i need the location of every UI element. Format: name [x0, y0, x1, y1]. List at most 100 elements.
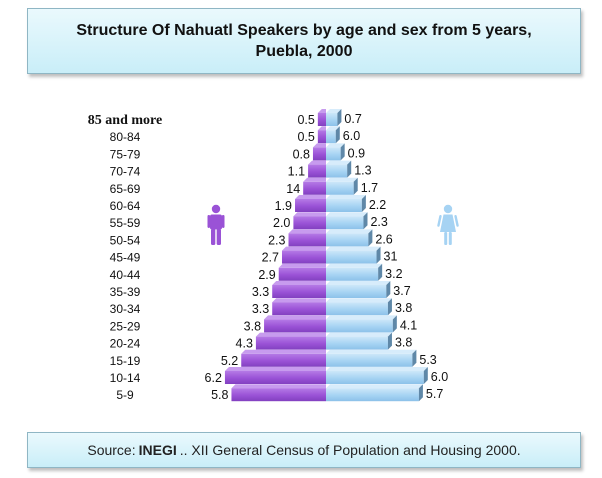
age-group-label: 55-59 — [110, 216, 141, 230]
female-value-label: 4.1 — [400, 318, 417, 332]
female-bar-top — [326, 367, 428, 371]
male-bar — [288, 233, 326, 247]
population-pyramid-chart: 85 and more 0.5 0.7 80-84 0.5 6.0 75-79 0.8 0.9 7… — [88, 109, 459, 402]
age-group-label: 35-39 — [110, 285, 141, 299]
age-group-label: 50-54 — [110, 233, 141, 247]
female-bar — [326, 130, 336, 144]
female-value-label: 3.8 — [395, 336, 412, 350]
female-bar — [326, 199, 362, 212]
female-bar-side — [423, 367, 428, 384]
female-value-label: 6.0 — [431, 370, 448, 384]
female-bar-side — [376, 246, 381, 264]
title-box: Structure Of Nahuatl Speakers by age and… — [27, 8, 581, 74]
female-bar — [326, 388, 419, 402]
male-value-label: 1.9 — [275, 199, 292, 213]
female-value-label: 0.7 — [344, 112, 361, 126]
age-group-label: 40-44 — [110, 268, 141, 282]
age-group-label: 85 and more — [88, 113, 162, 128]
source-org: INEGI — [138, 442, 177, 458]
female-person-icon — [437, 204, 459, 245]
male-bar-top — [312, 143, 326, 148]
chart-title: Structure Of Nahuatl Speakers by age and… — [76, 22, 532, 60]
male-bar-top — [293, 212, 326, 217]
female-bar-top — [326, 126, 340, 131]
female-bar-side — [418, 384, 423, 402]
age-group-label: 20-24 — [110, 337, 141, 351]
female-bar — [326, 267, 379, 281]
male-value-label: 2.3 — [268, 233, 285, 247]
female-bar-top — [326, 212, 368, 217]
age-group-label: 60-64 — [110, 199, 141, 213]
male-bar-top — [295, 195, 326, 199]
male-bar-top — [303, 177, 326, 182]
female-bar-top — [326, 109, 342, 113]
female-bar-side — [337, 109, 342, 126]
female-bar — [326, 371, 424, 384]
female-bar — [326, 233, 369, 247]
age-group-label: 10-14 — [110, 371, 141, 385]
male-bar-top — [241, 349, 326, 354]
male-bar — [241, 353, 326, 367]
female-bar-top — [326, 281, 391, 285]
male-value-label: 4.3 — [236, 337, 253, 351]
female-bar — [326, 147, 341, 161]
male-value-label: 2.9 — [258, 268, 275, 282]
male-bar — [278, 267, 326, 281]
female-value-label: 3.2 — [385, 267, 402, 281]
female-bar-side — [378, 263, 383, 281]
female-value-label: 3.7 — [393, 284, 410, 298]
female-bar-side — [363, 212, 368, 230]
male-bar-top — [272, 281, 326, 285]
male-bar — [317, 113, 326, 126]
female-bar — [326, 353, 413, 367]
female-value-label: 2.2 — [369, 198, 386, 212]
female-bar-top — [326, 160, 352, 165]
female-value-label: 6.0 — [343, 129, 360, 143]
age-group-label: 5-9 — [116, 388, 134, 402]
female-bar-side — [392, 315, 397, 333]
male-bar — [308, 164, 326, 178]
female-value-label: 1.3 — [354, 164, 371, 178]
age-group-label: 80-84 — [110, 130, 141, 144]
female-bar — [326, 319, 393, 333]
male-person-icon — [207, 204, 225, 245]
female-bar-side — [347, 160, 352, 178]
female-bar — [326, 285, 387, 298]
female-bar-side — [335, 126, 340, 144]
male-bar-top — [278, 263, 326, 268]
female-bar-side — [368, 229, 373, 247]
source-prefix: Source: — [87, 442, 136, 458]
female-bar-top — [326, 177, 358, 182]
age-group-label: 65-69 — [110, 182, 141, 196]
female-bar-top — [326, 229, 373, 234]
male-value-label: 3.8 — [244, 319, 261, 333]
male-bar — [255, 336, 326, 350]
male-bar-top — [317, 126, 326, 131]
female-bar-top — [326, 315, 397, 320]
male-value-label: 3.3 — [252, 285, 269, 299]
female-bar — [326, 336, 388, 350]
female-bar — [326, 302, 388, 316]
male-bar — [293, 216, 326, 230]
male-bar — [295, 199, 326, 212]
male-bar-top — [281, 246, 326, 251]
male-bar — [264, 319, 326, 333]
male-bar — [231, 388, 326, 402]
male-bar — [312, 147, 326, 161]
male-bar — [224, 371, 326, 384]
male-value-label: 2.7 — [262, 251, 279, 265]
age-group-label: 75-79 — [110, 147, 141, 161]
female-bar — [326, 164, 348, 178]
female-bar-side — [387, 298, 392, 316]
male-bar-top — [264, 315, 326, 320]
age-group-label: 25-29 — [110, 319, 141, 333]
female-bar-side — [340, 143, 345, 161]
age-group-label: 15-19 — [110, 354, 141, 368]
female-value-label: 5.7 — [426, 387, 443, 401]
male-bar-top — [288, 229, 326, 234]
female-bar-side — [412, 349, 417, 367]
male-value-label: 6.2 — [205, 371, 222, 385]
male-bar — [303, 181, 326, 195]
female-bar-top — [326, 143, 345, 148]
source-text: .. XII General Census of Population and … — [179, 442, 521, 458]
